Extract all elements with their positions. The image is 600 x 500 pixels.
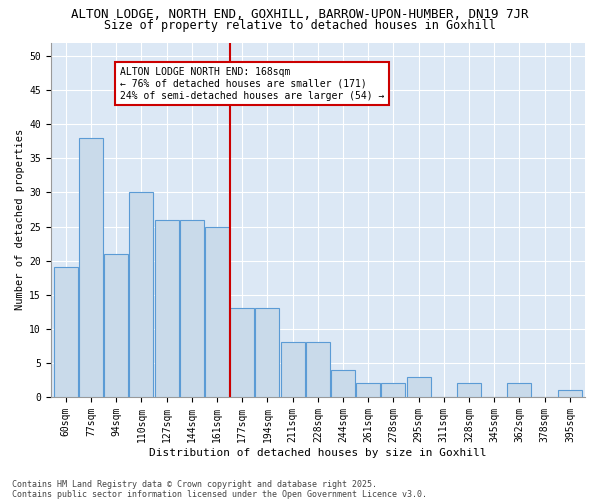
Bar [205,226,229,397]
Bar [331,370,355,397]
Bar [457,384,481,397]
Text: Contains HM Land Registry data © Crown copyright and database right 2025.
Contai: Contains HM Land Registry data © Crown c… [12,480,427,499]
Bar [306,342,330,397]
Bar [356,384,380,397]
Y-axis label: Number of detached properties: Number of detached properties [15,129,25,310]
Bar [407,376,431,397]
Bar [104,254,128,397]
Text: Size of property relative to detached houses in Goxhill: Size of property relative to detached ho… [104,18,496,32]
Bar [256,308,280,397]
Bar [508,384,532,397]
Bar [155,220,179,397]
Bar [382,384,406,397]
Bar [79,138,103,397]
Bar [230,308,254,397]
Bar [130,192,154,397]
Bar [281,342,305,397]
Text: ALTON LODGE, NORTH END, GOXHILL, BARROW-UPON-HUMBER, DN19 7JR: ALTON LODGE, NORTH END, GOXHILL, BARROW-… [71,8,529,20]
Text: ALTON LODGE NORTH END: 168sqm
← 76% of detached houses are smaller (171)
24% of : ALTON LODGE NORTH END: 168sqm ← 76% of d… [120,68,385,100]
Bar [180,220,204,397]
Bar [54,268,78,397]
X-axis label: Distribution of detached houses by size in Goxhill: Distribution of detached houses by size … [149,448,487,458]
Bar [558,390,582,397]
